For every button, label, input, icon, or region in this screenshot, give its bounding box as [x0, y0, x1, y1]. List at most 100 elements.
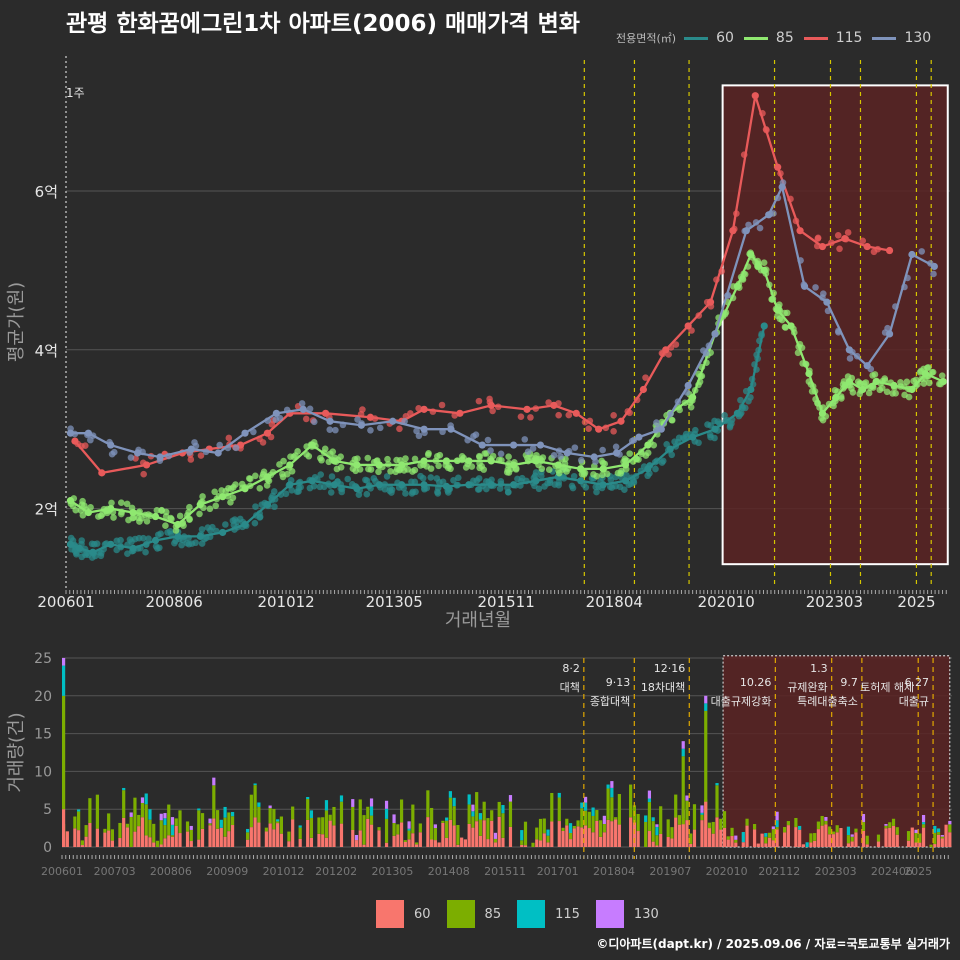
series-point-115: [684, 322, 692, 330]
x-tick-label: 201511: [484, 865, 526, 878]
policy-label: 토허제 해제: [860, 680, 914, 694]
x-tick-label: 2025: [897, 593, 935, 611]
data-point-60: [270, 488, 278, 495]
bar-60: [227, 831, 231, 847]
data-point-60: [164, 529, 171, 536]
data-point-85: [370, 458, 378, 466]
data-point-85: [427, 465, 435, 472]
bar-60: [888, 827, 892, 847]
bar-60: [399, 822, 404, 847]
bar-60: [715, 817, 719, 847]
data-point-115: [610, 427, 617, 435]
x-tick-label: 201202: [315, 865, 357, 878]
x-tick-label: 202303: [806, 593, 863, 611]
series-point-115: [487, 401, 495, 409]
bar-60: [726, 839, 730, 847]
policy-label: 종합대책: [590, 695, 630, 708]
bar-85: [599, 820, 603, 837]
bar-85: [767, 832, 772, 838]
bar-85: [212, 785, 216, 819]
bar-85: [369, 815, 374, 825]
bar-60: [689, 843, 693, 847]
bar-115: [655, 826, 659, 836]
series-point-60: [196, 532, 204, 540]
bar-60: [362, 844, 366, 847]
data-point-85: [247, 475, 254, 483]
series-point-130: [778, 183, 786, 191]
bar-115: [644, 815, 648, 822]
data-point-130: [529, 445, 537, 452]
bar-85: [565, 818, 569, 826]
bar-85: [865, 835, 869, 845]
series-point-130: [823, 298, 831, 306]
bar-85: [568, 833, 573, 840]
data-point-85: [668, 416, 676, 424]
series-point-115: [774, 163, 782, 171]
bar-115: [741, 832, 745, 843]
bar-60: [351, 830, 355, 847]
data-point-60: [726, 423, 734, 431]
bar-60: [317, 833, 321, 847]
bar-85: [906, 831, 911, 841]
series-point-115: [456, 409, 464, 417]
data-point-85: [481, 450, 489, 457]
bar-85: [276, 821, 280, 824]
bar-60: [813, 840, 817, 847]
bar-85: [591, 815, 595, 833]
data-point-85: [838, 395, 845, 402]
bar-60: [392, 835, 396, 847]
series-point-85: [554, 461, 562, 469]
bar-60: [576, 826, 580, 847]
data-point-115: [610, 412, 617, 419]
data-point-130: [413, 427, 420, 435]
data-point-85: [411, 455, 419, 463]
series-point-115: [639, 385, 647, 394]
bar-130: [610, 781, 614, 788]
bar-60: [944, 824, 948, 847]
bar-115: [681, 748, 685, 757]
data-point-60: [606, 483, 614, 491]
series-point-85: [890, 381, 898, 390]
bar-85: [572, 825, 576, 829]
bar-60: [670, 838, 674, 847]
policy-label: 대책: [560, 681, 580, 694]
data-point-60: [310, 482, 318, 490]
bar-85: [685, 800, 689, 821]
series-point-130: [214, 449, 222, 457]
bar-85: [129, 816, 133, 847]
series-point-60: [644, 465, 652, 473]
series-point-60: [621, 477, 630, 485]
data-point-85: [110, 514, 117, 521]
data-point-60: [131, 535, 139, 543]
data-point-130: [487, 447, 494, 454]
data-point-85: [476, 453, 483, 461]
bar-85: [629, 784, 633, 818]
bar-85: [786, 821, 790, 826]
data-point-60: [154, 545, 161, 552]
bar-85: [140, 802, 145, 818]
bar-85: [80, 840, 84, 846]
bar-85: [587, 811, 591, 829]
series-point-130: [765, 211, 773, 219]
bar-60: [287, 841, 291, 847]
data-point-130: [820, 290, 827, 297]
data-point-85: [938, 372, 946, 379]
data-point-85: [337, 453, 344, 461]
bar-60: [722, 827, 727, 847]
bar-85: [339, 801, 344, 824]
bar-130: [140, 797, 145, 803]
bar-130: [681, 741, 685, 749]
x-tick-label: 200806: [146, 593, 203, 611]
bar-60: [437, 842, 441, 847]
bar-115: [144, 793, 148, 805]
data-point-130: [367, 427, 374, 434]
bar-85: [704, 710, 708, 802]
data-point-85: [599, 459, 607, 467]
series-point-85: [308, 441, 316, 449]
bar-60: [433, 840, 437, 847]
bar-115: [246, 828, 250, 833]
bar-60: [80, 845, 84, 847]
series-point-130: [187, 445, 195, 453]
bar-60: [546, 842, 550, 847]
data-point-60: [140, 534, 147, 542]
